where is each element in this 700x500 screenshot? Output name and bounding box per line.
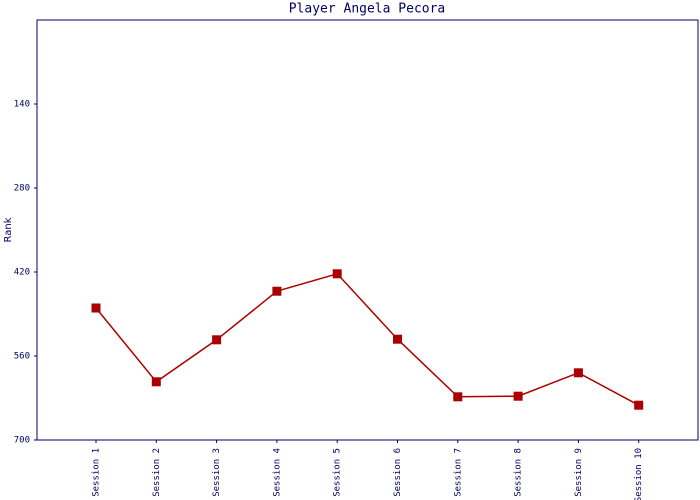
point [212,335,222,345]
x-tick-label: Session 10 [634,448,644,500]
y-tick-label: 280 [14,184,30,194]
y-axis-label: Rank [3,217,14,242]
chart-title: Player Angela Pecora [289,2,446,17]
x-tick-label: Session 1 [92,448,102,497]
x-tick-label: Session 2 [152,448,162,497]
y-tick-label: 420 [14,268,30,278]
point [272,286,282,296]
x-tick-label: Session 8 [514,448,524,497]
x-tick-label: Session 3 [212,448,222,497]
point [393,334,402,344]
y-tick-label: 700 [14,436,30,446]
y-tick-label: 560 [14,352,30,362]
plot-frame [36,19,699,441]
line [95,272,640,406]
x-tick-label: Session 7 [453,448,463,497]
point [513,391,523,401]
point [453,392,463,402]
point [91,303,101,313]
point [573,368,583,378]
x-tick-label: Session 9 [574,448,584,497]
x-tick-label: Session 4 [272,448,282,497]
point [151,377,161,387]
point [332,269,342,279]
point [634,400,644,410]
x-tick-label: Session 5 [333,448,343,497]
y-tick-label: 140 [14,100,30,110]
x-tick-label: Session 6 [393,448,403,497]
